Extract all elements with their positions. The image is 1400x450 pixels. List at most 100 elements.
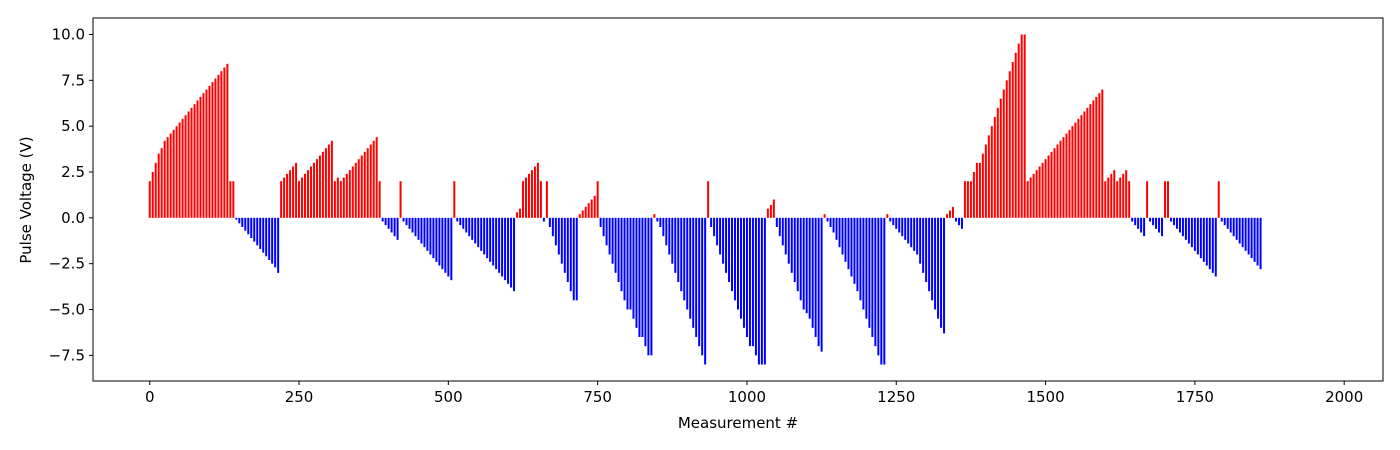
bar [465,217,468,233]
bar [862,217,865,310]
bar [205,89,208,218]
bar [286,173,289,218]
bar [713,217,716,237]
bar [1056,144,1059,218]
bar [668,217,671,255]
bar [778,217,781,237]
y-tick-label: −2.5 [49,255,85,273]
bar [536,162,539,218]
bar [447,217,450,277]
bar [841,217,844,255]
bar [444,217,447,273]
bar [946,214,949,218]
bar [1259,217,1262,270]
bar [1169,217,1172,222]
bar [823,214,826,218]
bar [309,166,312,218]
bar [250,217,253,238]
bar [710,217,713,227]
bar [578,214,581,218]
bar [707,181,710,218]
bar [1077,118,1080,218]
bar [626,217,629,310]
bar [844,217,847,262]
bar [384,217,387,226]
bar [1220,217,1223,222]
bar [928,217,931,292]
bar [1140,217,1143,233]
bar [557,217,560,255]
bar [1256,217,1259,266]
bar [963,181,966,218]
bar [572,217,575,301]
bar [990,126,993,218]
bar [408,217,411,229]
bar [375,137,378,218]
bar [1232,217,1235,237]
bar [966,181,969,218]
bar [1032,173,1035,218]
bar [423,217,426,248]
bar [480,217,483,251]
bar [641,217,644,337]
bar [960,217,963,229]
bar [411,217,414,233]
bar [163,140,166,218]
bar [432,217,435,259]
bar [674,217,677,273]
bar [1158,217,1161,233]
bar [181,118,184,218]
bar [766,208,769,218]
bar [614,217,617,273]
bar [1119,177,1122,218]
bar [683,217,686,301]
bar [516,212,519,218]
bar [644,217,647,347]
bar [166,137,169,218]
bar [940,217,943,328]
bar [620,217,623,292]
bar [677,217,680,282]
bar [751,217,754,347]
bar [895,217,898,229]
bar [937,217,940,319]
bar [396,217,399,240]
bar [390,217,393,233]
bar [1011,62,1014,218]
bar [954,217,957,222]
y-axis-label: Pulse Voltage (V) [17,136,35,263]
bar [1134,217,1137,226]
x-tick-label: 250 [285,388,314,406]
bar [1107,177,1110,218]
bar [175,126,178,218]
bar [471,217,474,240]
bar [283,177,286,218]
bar [1193,217,1196,251]
bar [957,217,960,226]
bar [725,217,728,273]
bar [886,214,889,218]
bar [1172,217,1175,226]
bar [1178,217,1181,233]
bar [680,217,683,292]
bar [1250,217,1253,259]
bar [304,173,307,218]
bar [907,217,910,244]
bar [289,170,292,218]
bar [265,217,268,257]
bar [984,144,987,218]
y-tick-label: 0.0 [61,209,85,227]
bar [393,217,396,237]
bar [653,214,656,218]
bar [1122,173,1125,218]
bar [596,181,599,218]
bar [874,217,877,347]
bar [865,217,868,319]
bar [214,78,217,218]
bar [739,217,742,319]
bar [647,217,650,356]
bar [187,111,190,218]
bar [1199,217,1202,259]
bar [1181,217,1184,237]
